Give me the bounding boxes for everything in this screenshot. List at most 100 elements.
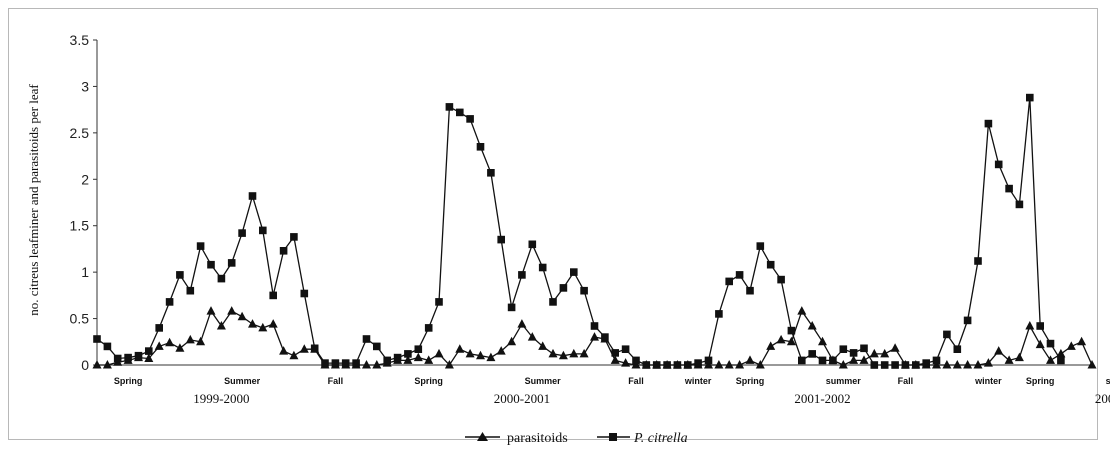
citrella-point (880, 361, 889, 369)
citrella-point (974, 257, 982, 265)
citrella-point (238, 229, 246, 237)
citrella-point (134, 351, 143, 360)
season-label: Fall (328, 376, 344, 386)
citrella-point (943, 330, 951, 339)
parasitoids-point (175, 343, 185, 352)
citrella-point (829, 356, 837, 365)
citrella-point (383, 356, 391, 365)
citrella-point (642, 361, 651, 369)
citrella-point (476, 143, 485, 151)
citrella-point (331, 359, 340, 367)
period-label: 2002-2003 (1095, 391, 1110, 406)
parasitoids-point (869, 348, 879, 358)
citrella-point (103, 342, 112, 351)
parasitoids-point (569, 348, 579, 358)
citrella-point (963, 316, 972, 325)
citrella-point (891, 361, 899, 369)
citrella-point (538, 263, 547, 272)
parasitoids-point (185, 334, 195, 344)
parasitoids-point (994, 346, 1004, 355)
citrella-point (1046, 339, 1055, 348)
citrella-point (798, 356, 806, 365)
parasitoids-point (465, 348, 475, 358)
parasitoids-point (434, 348, 444, 358)
parasitoids-point (745, 355, 755, 364)
parasitoids-point (973, 360, 983, 369)
legend-parasitoids-label: parasitoids (507, 431, 568, 446)
citrella-point (176, 271, 184, 279)
parasitoids-point (579, 348, 589, 358)
parasitoids-point (621, 358, 631, 367)
parasitoids-point (548, 348, 558, 358)
citrella-point (393, 353, 402, 362)
citrella-point (1005, 184, 1013, 193)
parasitoids-point (631, 360, 641, 369)
citrella-point (414, 345, 423, 353)
parasitoids-point (859, 355, 869, 364)
parasitoids-point (476, 350, 485, 360)
parasitoids-point (196, 336, 206, 346)
citrella-point (725, 277, 733, 286)
season-label: Spring (736, 376, 765, 386)
citrella-point (559, 284, 568, 292)
citrella-point (145, 347, 153, 355)
parasitoids-point (807, 321, 817, 330)
season-label: Fall (628, 376, 644, 386)
citrella-point (466, 115, 474, 123)
citrella-point (373, 342, 381, 351)
season-label: summer (1106, 376, 1110, 386)
parasitoids-point (154, 341, 164, 350)
parasitoids-point (165, 337, 175, 347)
citrella-point (227, 259, 236, 267)
season-label: winter (684, 376, 712, 386)
parasitoids-point (704, 360, 713, 369)
citrella-point (756, 242, 765, 250)
y-tick-label: 1.5 (70, 218, 90, 234)
parasitoids-point (942, 360, 952, 369)
parasitoids-point (444, 360, 454, 369)
parasitoids-point (1035, 339, 1045, 349)
citrella-point (632, 356, 640, 365)
citrella-point (445, 103, 454, 111)
citrella-point (787, 326, 796, 335)
season-label: Fall (898, 376, 914, 386)
citrella-point (269, 291, 277, 300)
citrella-point (994, 160, 1003, 169)
season-label: Summer (224, 376, 261, 386)
citrella-point (497, 235, 505, 244)
parasitoids-point (206, 306, 216, 315)
citrella-point (93, 335, 101, 343)
season-labels: Spring Summer Fall Spring Summer Fall winter Sp… (114, 376, 1110, 386)
citrella-point (300, 289, 309, 298)
parasitoids-point (714, 360, 724, 369)
citrella-point (849, 349, 858, 357)
parasitoids-point (1056, 348, 1066, 358)
parasitoids-point (1087, 360, 1097, 369)
parasitoids-point (890, 343, 900, 352)
parasitoids-point (237, 311, 247, 321)
citrella-point (518, 271, 526, 279)
parasitoids-point (1004, 355, 1014, 364)
parasitoids-point (372, 360, 382, 369)
parasitoids-point (424, 355, 434, 364)
citrella-point (601, 333, 609, 341)
legend-citrella-label: P. citrella (633, 431, 688, 446)
citrella-point (684, 361, 692, 369)
parasitoids-point (362, 360, 371, 369)
citrella-point (507, 303, 516, 312)
parasitoids-point (403, 355, 413, 364)
parasitoids-point (1025, 321, 1035, 330)
citrella-point (424, 324, 433, 332)
parasitoids-point (610, 355, 620, 364)
citrella-point (704, 356, 713, 365)
parasitoids-point (144, 353, 154, 362)
citrella-point (259, 226, 267, 235)
citrella-point (279, 247, 288, 255)
y-axis-label: no. citreus leafminer and parasitoids pe… (26, 84, 41, 316)
citrella-point (404, 350, 412, 358)
period-labels: 1999-2000 2000-2001 2001-2002 2002-2003 (193, 391, 1110, 406)
season-label: winter (974, 376, 1002, 386)
citrella-point (1036, 322, 1044, 330)
citrella-point (155, 324, 163, 332)
